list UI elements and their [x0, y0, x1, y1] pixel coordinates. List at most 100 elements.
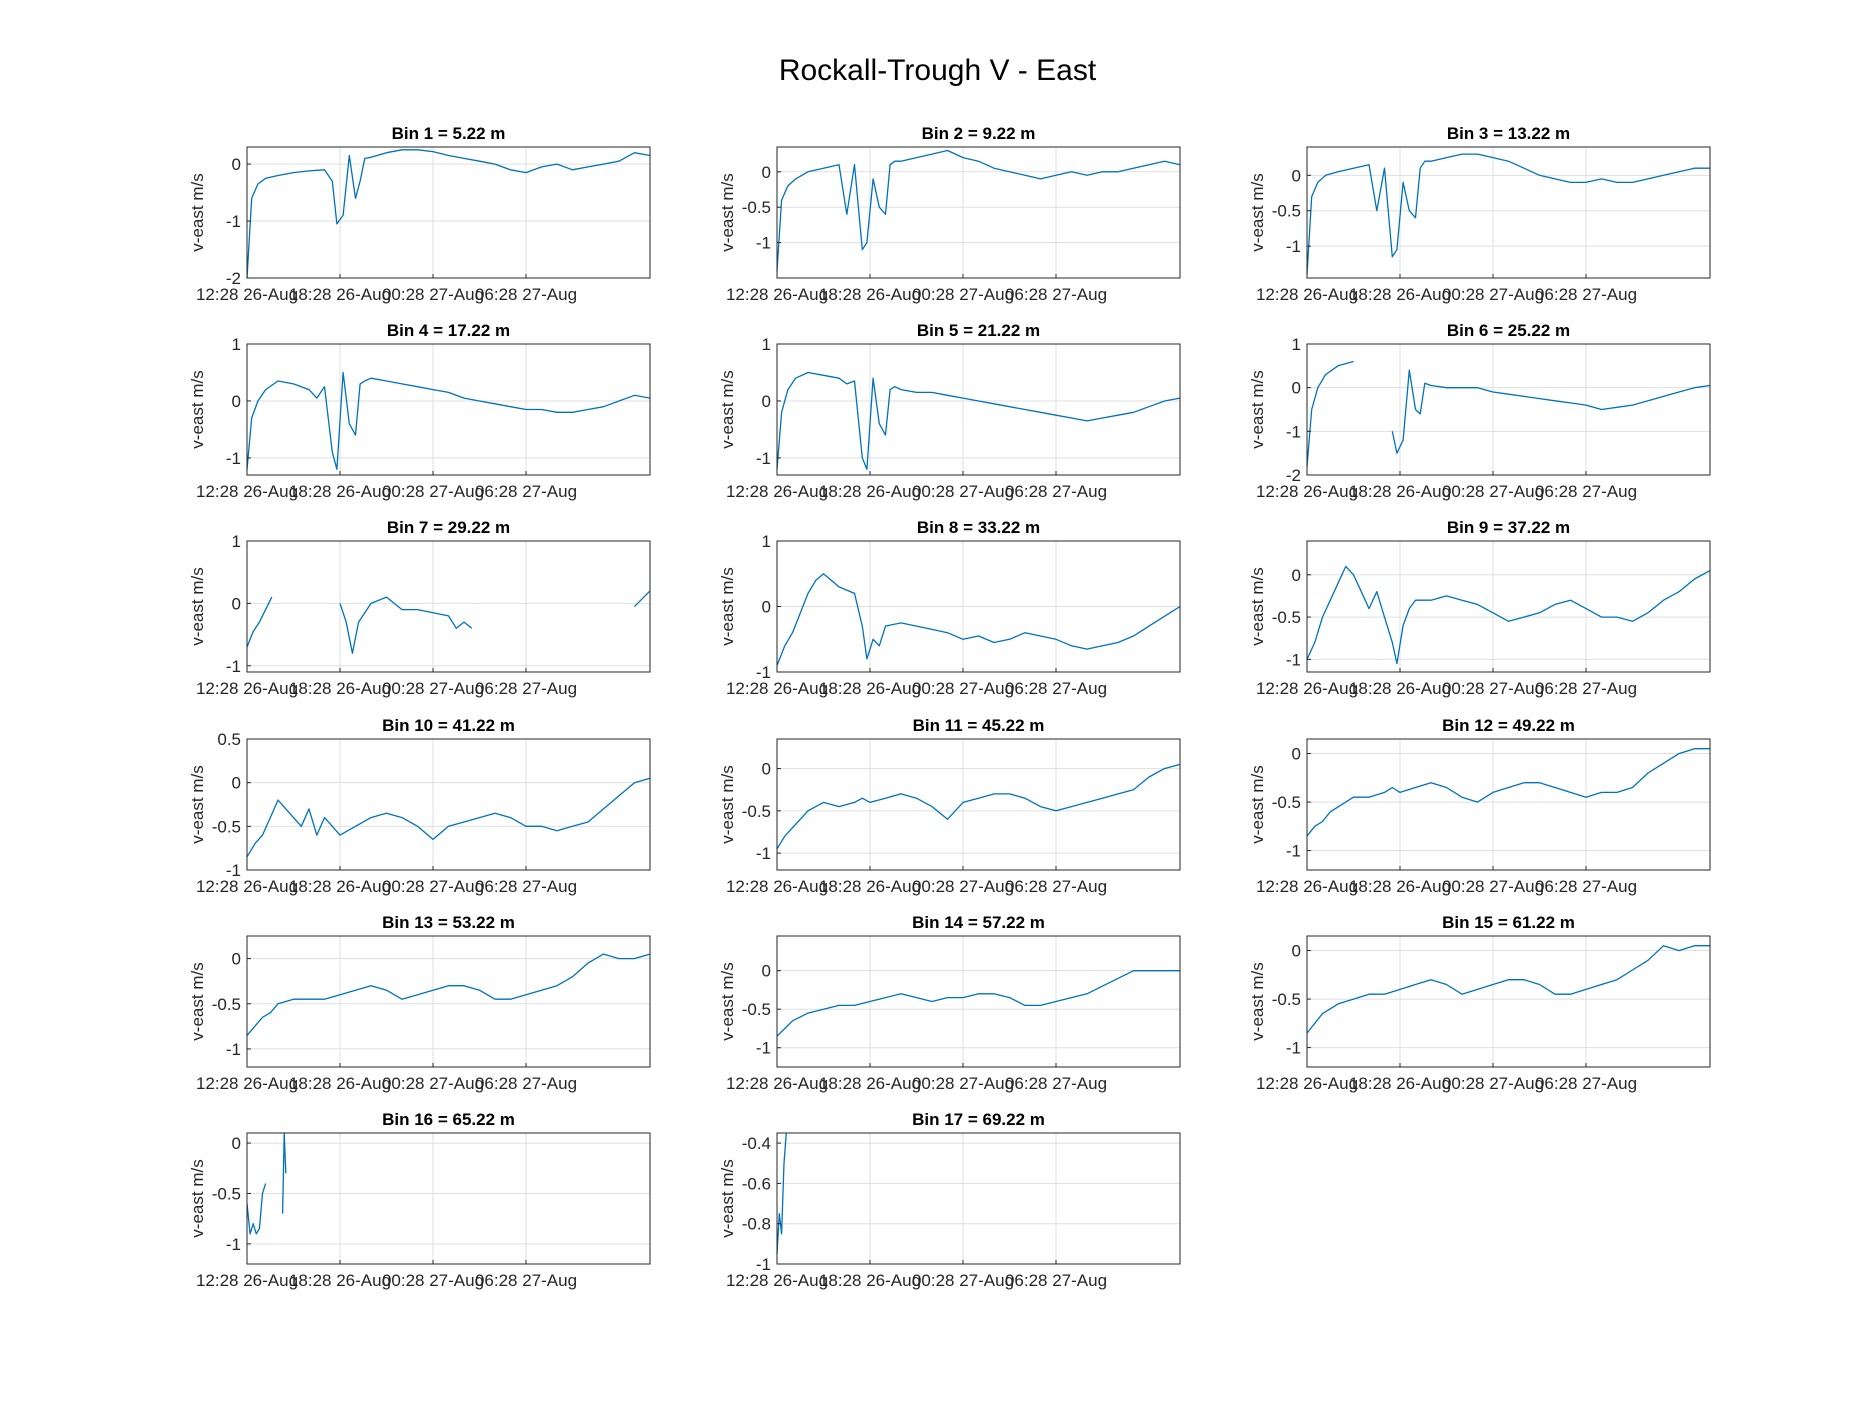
x-tick-label: 06:28 27-Aug — [1535, 877, 1637, 896]
series-line — [776, 573, 1181, 666]
y-tick-label: -1 — [226, 1040, 241, 1059]
x-tick-label: 12:28 26-Aug — [1256, 285, 1358, 304]
subplot-title: Bin 10 = 41.22 m — [382, 716, 515, 735]
x-tick-label: 18:28 26-Aug — [1349, 482, 1451, 501]
axes-box — [1306, 540, 1711, 673]
subplot-title: Bin 3 = 13.22 m — [1447, 124, 1570, 143]
y-axis-label: v-east m/s — [188, 173, 207, 251]
axes-box — [776, 343, 1181, 476]
x-tick-label: 00:28 27-Aug — [382, 1074, 484, 1093]
plot-area — [1307, 739, 1710, 870]
y-tick-label: 0 — [1292, 379, 1301, 398]
subplot-title: Bin 1 = 5.22 m — [392, 124, 506, 143]
x-tick-label: 00:28 27-Aug — [382, 1271, 484, 1290]
y-axis-label: v-east m/s — [1248, 765, 1267, 843]
series-line — [246, 590, 651, 654]
x-tick-label: 12:28 26-Aug — [726, 1074, 828, 1093]
y-tick-label: -0.5 — [1272, 793, 1301, 812]
y-tick-label: 0 — [232, 155, 241, 174]
x-tick-label: 00:28 27-Aug — [912, 679, 1014, 698]
y-tick-label: 0 — [1292, 566, 1301, 585]
axes-box — [776, 738, 1181, 871]
y-tick-label: 0 — [1292, 745, 1301, 764]
subplot-title: Bin 9 = 37.22 m — [1447, 518, 1570, 537]
x-tick-label: 12:28 26-Aug — [726, 1271, 828, 1290]
y-tick-label: -0.5 — [1272, 608, 1301, 627]
x-tick-label: 12:28 26-Aug — [196, 285, 298, 304]
y-tick-label: -1 — [226, 657, 241, 676]
plot-area — [1307, 936, 1710, 1067]
y-tick-label: -2 — [226, 269, 241, 288]
subplot-title: Bin 15 = 61.22 m — [1442, 913, 1575, 932]
x-tick-label: 00:28 27-Aug — [1442, 877, 1544, 896]
x-tick-label: 12:28 26-Aug — [726, 285, 828, 304]
x-tick-label: 00:28 27-Aug — [382, 877, 484, 896]
axes-box — [246, 935, 651, 1068]
y-axis-label: v-east m/s — [718, 765, 737, 843]
series-line — [776, 763, 1181, 850]
y-axis-label: v-east m/s — [188, 370, 207, 448]
subplot-title: Bin 11 = 45.22 m — [913, 716, 1045, 735]
y-tick-label: -1 — [756, 1255, 771, 1274]
plot-area — [1307, 147, 1710, 278]
x-tick-label: 12:28 26-Aug — [1256, 679, 1358, 698]
x-tick-label: 12:28 26-Aug — [1256, 877, 1358, 896]
y-axis-label: v-east m/s — [718, 567, 737, 645]
plot-area — [1307, 541, 1710, 672]
y-axis-label: v-east m/s — [718, 173, 737, 251]
series-line — [246, 777, 651, 858]
y-tick-label: 0 — [762, 962, 771, 981]
axes-box — [1306, 738, 1711, 871]
y-tick-label: 0 — [232, 1134, 241, 1153]
x-tick-label: 18:28 26-Aug — [819, 877, 921, 896]
y-tick-label: -0.5 — [742, 802, 771, 821]
y-tick-label: -1 — [756, 1039, 771, 1058]
x-tick-label: 00:28 27-Aug — [912, 1074, 1014, 1093]
x-tick-label: 06:28 27-Aug — [475, 1074, 577, 1093]
figure-title: Rockall-Trough V - East — [778, 54, 1097, 87]
series-line — [776, 1132, 787, 1254]
plot-area — [247, 1133, 650, 1264]
y-tick-label: -0.6 — [742, 1174, 771, 1193]
y-axis-label: v-east m/s — [1248, 567, 1267, 645]
x-tick-label: 06:28 27-Aug — [475, 679, 577, 698]
y-tick-label: 0.5 — [217, 730, 241, 749]
plot-area — [1307, 344, 1710, 475]
x-tick-label: 00:28 27-Aug — [382, 679, 484, 698]
series-line — [776, 149, 1181, 271]
y-tick-label: 0 — [762, 163, 771, 182]
series-line — [776, 970, 1180, 1037]
y-tick-label: -1 — [1286, 650, 1301, 669]
x-tick-label: 00:28 27-Aug — [912, 285, 1014, 304]
y-tick-label: 0 — [762, 598, 771, 617]
y-tick-label: -1 — [226, 861, 241, 880]
y-tick-label: -0.5 — [742, 1000, 771, 1019]
subplot-title: Bin 8 = 33.22 m — [917, 518, 1040, 537]
x-tick-label: 18:28 26-Aug — [289, 1271, 391, 1290]
plot-area — [777, 147, 1180, 278]
plot-area — [247, 147, 650, 278]
x-tick-label: 12:28 26-Aug — [726, 877, 828, 896]
x-tick-label: 12:28 26-Aug — [196, 679, 298, 698]
y-axis-label: v-east m/s — [188, 1159, 207, 1237]
x-tick-label: 06:28 27-Aug — [475, 285, 577, 304]
series-line — [246, 149, 651, 279]
x-tick-label: 00:28 27-Aug — [1442, 285, 1544, 304]
y-axis-label: v-east m/s — [188, 567, 207, 645]
series-line — [1306, 945, 1710, 1034]
y-tick-label: 0 — [232, 774, 241, 793]
